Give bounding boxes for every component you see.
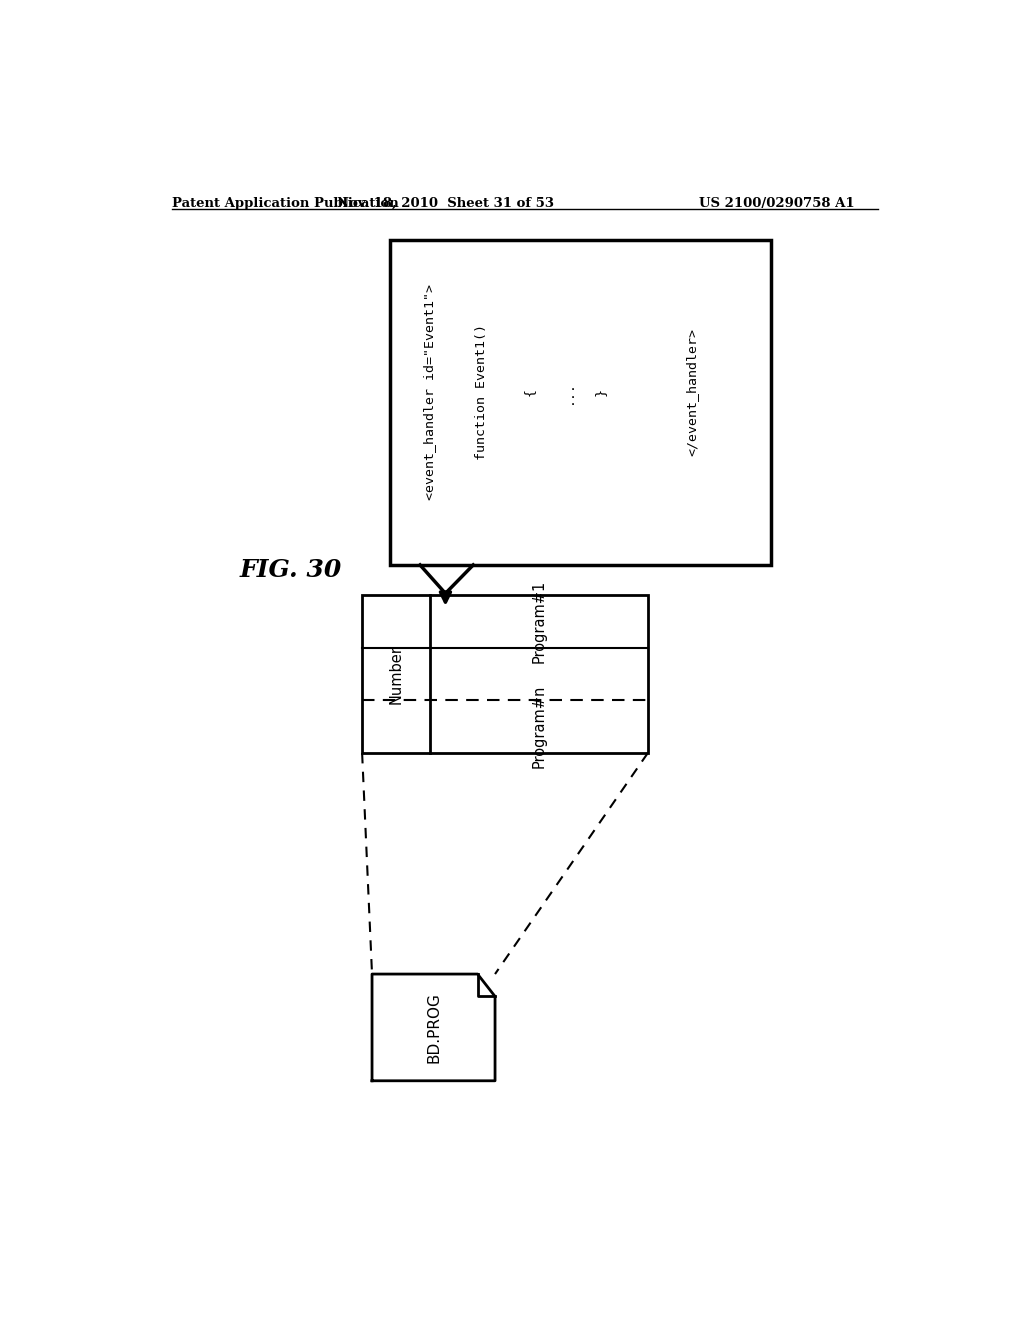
Text: Program#n: Program#n: [531, 685, 546, 768]
Text: {: {: [522, 388, 536, 396]
Text: Nov. 18, 2010  Sheet 31 of 53: Nov. 18, 2010 Sheet 31 of 53: [337, 197, 554, 210]
Text: ...: ...: [562, 380, 574, 404]
Text: US 2100/0290758 A1: US 2100/0290758 A1: [699, 197, 855, 210]
Polygon shape: [372, 974, 495, 1081]
Text: <event_handler id="Event1">: <event_handler id="Event1">: [423, 284, 436, 500]
Text: }: }: [594, 388, 606, 396]
Text: function Event1(): function Event1(): [475, 325, 487, 461]
Text: BD.PROG: BD.PROG: [426, 993, 441, 1063]
Bar: [362, 595, 648, 752]
Text: Number: Number: [388, 644, 403, 704]
Text: Patent Application Publication: Patent Application Publication: [172, 197, 398, 210]
Text: Program#1: Program#1: [531, 579, 546, 664]
Text: </event_handler>: </event_handler>: [685, 329, 698, 457]
Text: FIG. 30: FIG. 30: [240, 558, 341, 582]
Bar: [390, 240, 771, 565]
